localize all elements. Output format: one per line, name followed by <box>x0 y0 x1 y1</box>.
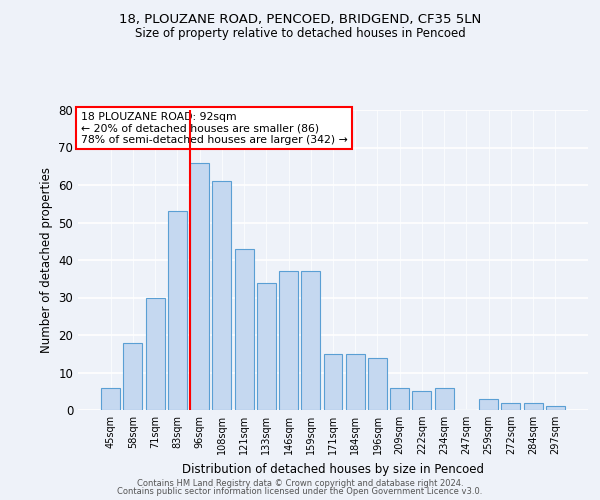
Bar <box>301 271 320 410</box>
Bar <box>279 271 298 410</box>
Bar <box>190 162 209 410</box>
Bar <box>346 354 365 410</box>
Bar <box>502 402 520 410</box>
Bar <box>124 342 142 410</box>
Bar <box>101 388 120 410</box>
Bar <box>390 388 409 410</box>
Text: Contains HM Land Registry data © Crown copyright and database right 2024.: Contains HM Land Registry data © Crown c… <box>137 478 463 488</box>
Text: 18 PLOUZANE ROAD: 92sqm
← 20% of detached houses are smaller (86)
78% of semi-de: 18 PLOUZANE ROAD: 92sqm ← 20% of detache… <box>80 112 347 144</box>
Y-axis label: Number of detached properties: Number of detached properties <box>40 167 53 353</box>
Bar <box>257 282 276 410</box>
Bar <box>435 388 454 410</box>
Text: Contains public sector information licensed under the Open Government Licence v3: Contains public sector information licen… <box>118 487 482 496</box>
Bar <box>479 399 498 410</box>
Bar <box>235 248 254 410</box>
Bar <box>524 402 542 410</box>
Bar <box>212 181 231 410</box>
Text: 18, PLOUZANE ROAD, PENCOED, BRIDGEND, CF35 5LN: 18, PLOUZANE ROAD, PENCOED, BRIDGEND, CF… <box>119 12 481 26</box>
Text: Size of property relative to detached houses in Pencoed: Size of property relative to detached ho… <box>134 28 466 40</box>
Bar <box>168 211 187 410</box>
Bar <box>368 358 387 410</box>
Bar <box>412 391 431 410</box>
X-axis label: Distribution of detached houses by size in Pencoed: Distribution of detached houses by size … <box>182 462 484 475</box>
Bar <box>323 354 343 410</box>
Bar <box>546 406 565 410</box>
Bar <box>146 298 164 410</box>
